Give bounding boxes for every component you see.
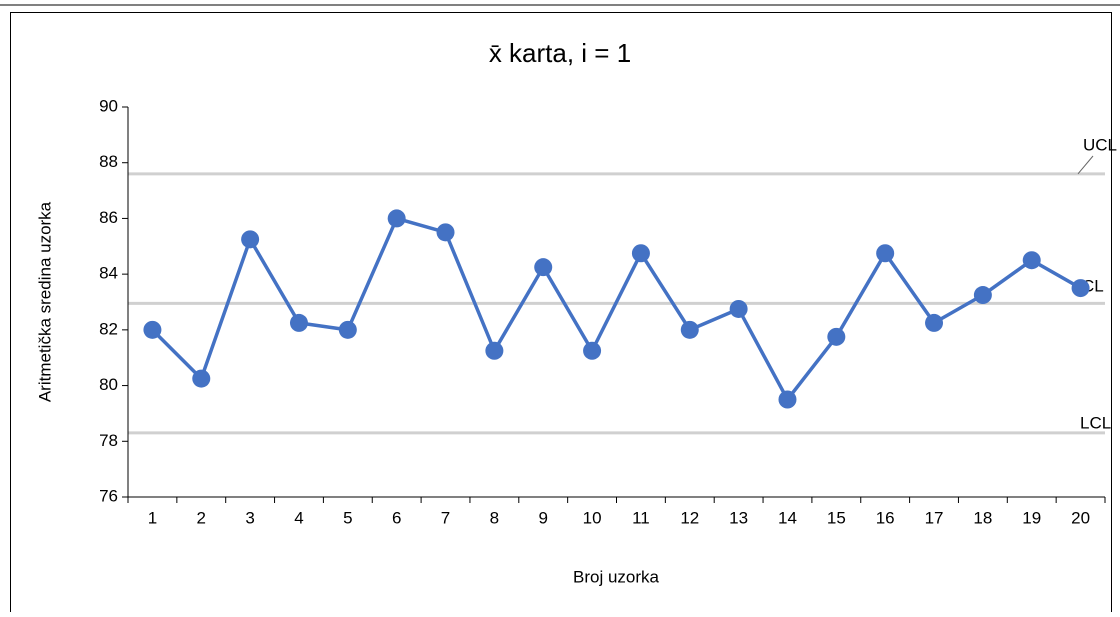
x-tick-label: 17 xyxy=(925,508,944,527)
x-tick-label: 10 xyxy=(583,508,602,527)
data-point xyxy=(680,320,699,339)
data-point xyxy=(925,313,944,332)
data-point xyxy=(631,244,650,263)
data-point xyxy=(534,258,553,277)
x-tick-label: 14 xyxy=(778,508,797,527)
y-tick-label: 88 xyxy=(99,152,118,171)
data-point xyxy=(485,341,504,360)
x-tick-label: 13 xyxy=(729,508,748,527)
x-tick-label: 16 xyxy=(876,508,895,527)
data-point xyxy=(241,230,260,249)
y-tick-label: 84 xyxy=(99,264,118,283)
x-tick-label: 4 xyxy=(294,508,303,527)
y-tick-label: 86 xyxy=(99,208,118,227)
y-axis-label: Aritmetička sredina uzorka xyxy=(35,201,54,402)
data-point xyxy=(1022,251,1041,270)
x-tick-label: 11 xyxy=(632,508,650,527)
x-tick-label: 18 xyxy=(973,508,992,527)
data-point xyxy=(729,299,748,318)
data-point xyxy=(1071,279,1090,298)
y-tick-label: 78 xyxy=(99,431,118,450)
x-tick-label: 5 xyxy=(343,508,352,527)
x-tick-label: 1 xyxy=(148,508,157,527)
x-tick-label: 8 xyxy=(490,508,499,527)
data-point xyxy=(973,286,992,305)
data-point xyxy=(436,223,455,242)
data-point xyxy=(778,390,797,409)
data-point xyxy=(387,209,406,228)
y-tick-label: 82 xyxy=(99,319,118,338)
y-tick-label: 80 xyxy=(99,375,118,394)
y-tick-label: 76 xyxy=(99,486,118,505)
label-leader xyxy=(1077,155,1094,175)
x-axis-label: Broj uzorka xyxy=(573,567,660,586)
x-tick-label: 15 xyxy=(827,508,846,527)
chart-frame xyxy=(10,12,1112,617)
x-tick-label: 2 xyxy=(197,508,206,527)
data-point xyxy=(827,327,846,346)
x-tick-label: 6 xyxy=(392,508,401,527)
x-tick-label: 7 xyxy=(441,508,450,527)
data-point xyxy=(192,369,211,388)
x-tick-label: 12 xyxy=(680,508,699,527)
data-point xyxy=(583,341,602,360)
chart-title: x̄ karta, i = 1 xyxy=(489,38,631,68)
x-tick-label: 3 xyxy=(245,508,254,527)
y-tick-label: 90 xyxy=(99,96,118,115)
data-point xyxy=(338,320,357,339)
data-point xyxy=(143,320,162,339)
control-line-label: UCL xyxy=(1083,135,1117,154)
x-tick-label: 9 xyxy=(538,508,547,527)
data-point xyxy=(876,244,895,263)
x-tick-label: 19 xyxy=(1022,508,1041,527)
control-line-label: LCL xyxy=(1080,413,1111,432)
series-line xyxy=(151,216,1082,402)
x-tick-label: 20 xyxy=(1071,508,1090,527)
data-point xyxy=(289,313,308,332)
